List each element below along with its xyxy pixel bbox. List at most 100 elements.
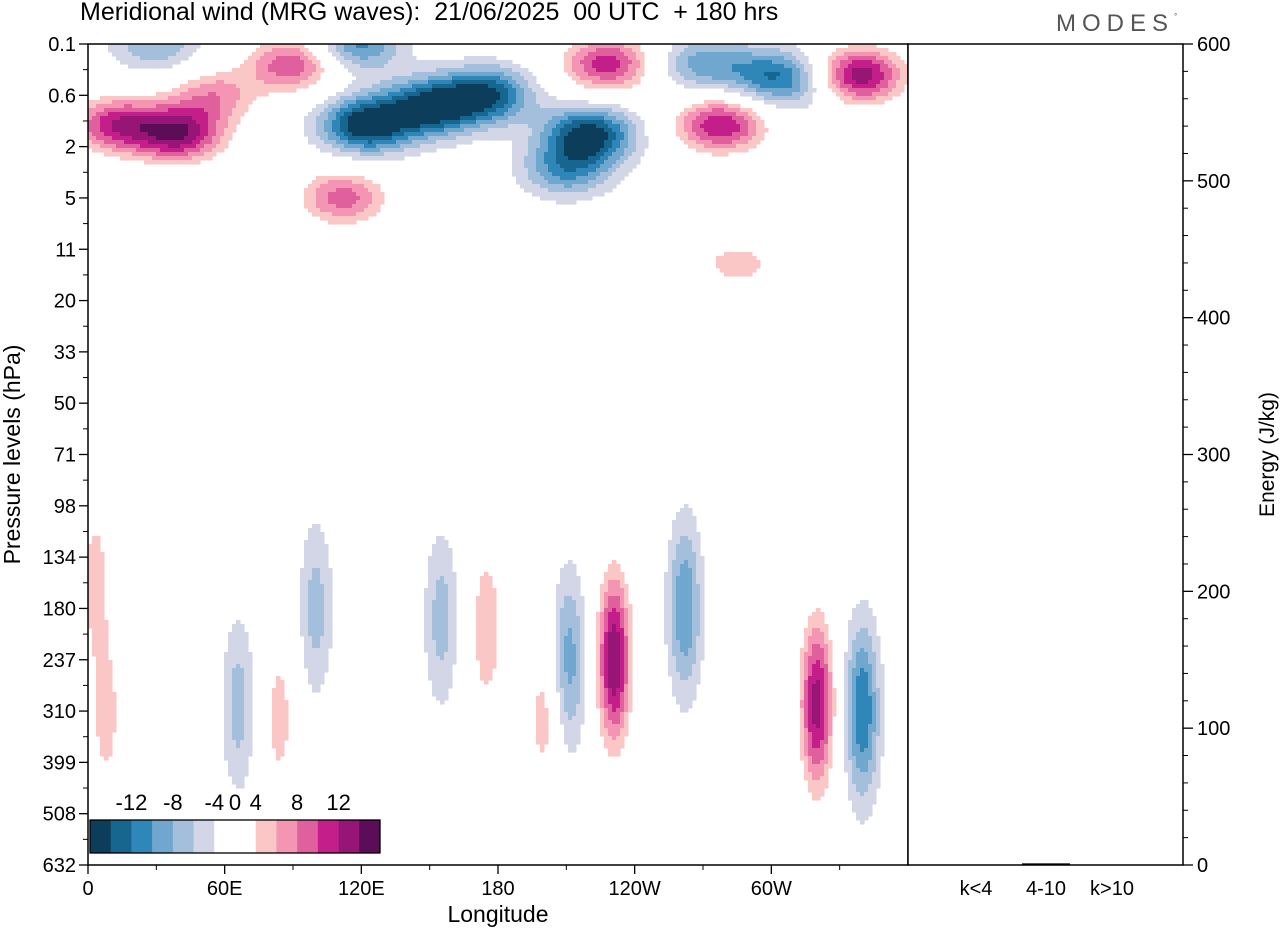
heatmap-cell [88,116,93,121]
heatmap-cell [304,544,329,549]
heatmap-cell [604,672,609,677]
heatmap-cell [812,612,825,617]
heatmap-cell [232,700,245,705]
heatmap-cell [96,732,113,737]
heatmap-cell [320,216,369,221]
heatmap-cell [396,48,413,53]
heatmap-cell [100,128,113,133]
heatmap-cell [476,624,497,629]
heatmap-cell [804,64,813,69]
heatmap-cell [800,660,805,665]
heatmap-cell [620,580,625,585]
heatmap-cell [584,64,593,69]
heatmap-cell [624,72,637,77]
heatmap-cell [88,600,105,605]
heatmap-cell [568,680,573,685]
heatmap-cell [532,132,541,137]
heatmap-cell [872,668,877,673]
heatmap-cell [408,80,429,85]
heatmap-cell [848,780,853,785]
heatmap-cell [804,664,809,669]
heatmap-cell [692,572,697,577]
heatmap-cell [344,144,365,149]
heatmap-cell [608,112,625,117]
heatmap-cell [624,52,637,57]
heatmap-cell [824,692,829,697]
heatmap-cell [848,672,853,677]
heatmap-cell [604,704,613,709]
heatmap-cell [816,608,821,613]
heatmap-cell [304,116,317,121]
heatmap-cell [560,672,569,677]
heatmap-cell [92,140,105,145]
heatmap-cell [556,668,561,673]
heatmap-cell [572,184,597,189]
heatmap-cell [848,628,861,633]
heatmap-cell [696,116,709,121]
heatmap-cell [480,124,509,129]
heatmap-cell [560,676,569,681]
heatmap-cell [352,112,473,117]
heatmap-cell [96,704,117,709]
heatmap-cell [476,644,497,649]
heatmap-cell [808,684,813,689]
heatmap-cell [524,188,549,193]
heatmap-cell [476,116,493,121]
heatmap-cell [628,708,633,713]
heatmap-cell [556,140,565,145]
heatmap-cell [636,124,645,129]
colorbar-swatch [172,820,194,853]
heatmap-cell [692,588,701,593]
heatmap-cell [336,116,341,121]
heatmap-cell [672,564,681,569]
heatmap-cell [420,124,445,129]
heatmap-cell [448,628,457,633]
heatmap-cell [244,692,253,697]
heatmap-cell [620,144,629,149]
heatmap-cell [716,264,761,269]
heatmap-cell [616,76,633,81]
heatmap-cell [664,628,673,633]
heatmap-cell [736,120,749,125]
heatmap-cell [348,116,461,121]
heatmap-cell [880,728,885,733]
heatmap-cell [324,604,333,609]
heatmap-cell [528,152,537,157]
heatmap-cell [680,112,689,117]
heatmap-cell [328,44,337,49]
heatmap-cell [448,600,457,605]
heatmap-cell [824,640,833,645]
heatmap-cell [308,580,321,585]
heatmap-cell [880,708,885,713]
colorbar-swatch [276,820,298,853]
heatmap-cell [344,56,361,61]
y-tick-label: 98 [54,496,76,518]
heatmap-cell [560,708,565,713]
heatmap-cell [748,132,757,137]
heatmap-cell [436,580,445,585]
heatmap-cell [824,744,829,749]
heatmap-cell [848,720,853,725]
heatmap-cell [636,136,649,141]
heatmap-cell [304,648,329,653]
heatmap-cell [560,684,581,689]
heatmap-cell [860,744,869,749]
heatmap-cell [100,736,113,741]
heatmap-cell [808,780,829,785]
heatmap-cell [828,700,833,705]
heatmap-cell [360,88,381,93]
heatmap-cell [88,104,97,109]
heatmap-cell [848,740,853,745]
heatmap-cell [872,92,889,97]
heatmap-cell [568,632,573,637]
heatmap-cell [276,684,285,689]
colorbar-label: -8 [163,790,183,815]
heatmap-cell [304,52,313,57]
heatmap-cell [852,76,873,81]
heatmap-cell [628,156,641,161]
heatmap-cell [480,664,497,669]
heatmap-cell [676,548,693,553]
heatmap-cell [800,736,805,741]
heatmap-cell [692,664,701,669]
heatmap-cell [880,732,885,737]
